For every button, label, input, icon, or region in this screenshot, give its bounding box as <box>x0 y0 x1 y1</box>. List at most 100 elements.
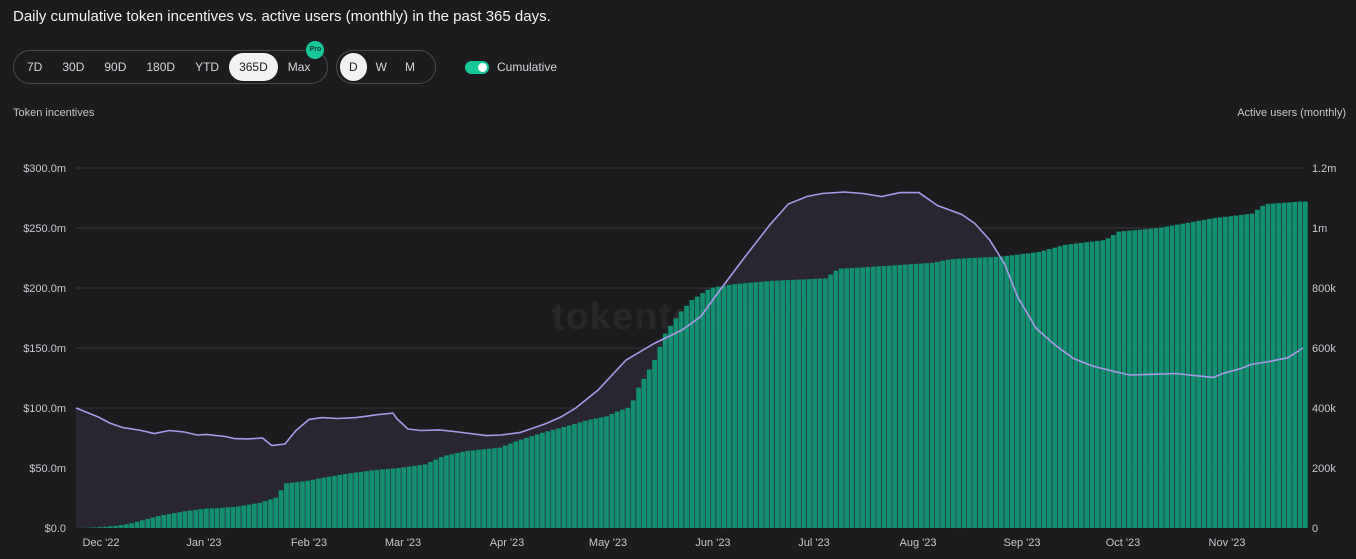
range-ytd[interactable]: YTD <box>195 60 220 74</box>
bar <box>726 284 732 528</box>
y2-tick-label: 1m <box>1312 223 1327 235</box>
bar <box>246 504 252 528</box>
bar <box>636 387 641 528</box>
bar <box>700 293 705 528</box>
bar <box>657 346 663 528</box>
range-90d[interactable]: 90D <box>104 60 127 74</box>
bar <box>764 281 769 528</box>
bar <box>993 256 999 528</box>
x-tick-label: Nov '23 <box>1209 537 1246 549</box>
bar <box>934 261 940 528</box>
bar <box>918 263 924 528</box>
bar <box>689 300 695 528</box>
bar <box>326 476 332 528</box>
bar <box>1233 215 1239 528</box>
bar <box>1260 205 1266 528</box>
granularity-w[interactable]: W <box>375 60 387 74</box>
bar <box>1105 238 1111 529</box>
bar <box>972 257 977 528</box>
bar <box>1249 213 1255 528</box>
bar <box>417 465 423 528</box>
bar <box>204 508 209 528</box>
cumulative-toggle[interactable]: Cumulative <box>465 60 557 74</box>
range-180d[interactable]: 180D <box>146 60 176 74</box>
bar <box>1116 231 1122 528</box>
y-tick-label: $100.0m <box>23 403 66 415</box>
bar <box>796 279 801 528</box>
toggle-switch-icon[interactable] <box>465 60 489 74</box>
bar <box>561 427 567 528</box>
range-365d[interactable]: 365D <box>229 53 278 81</box>
bar <box>390 468 396 528</box>
y-tick-label: $150.0m <box>23 343 66 355</box>
bar <box>1276 203 1282 528</box>
bar <box>145 518 151 528</box>
bar <box>620 409 625 528</box>
range-max[interactable]: Max Pro <box>278 41 325 81</box>
bar <box>822 278 828 528</box>
bar <box>801 279 807 528</box>
bar <box>785 280 791 528</box>
x-tick-label: Feb '23 <box>291 537 327 549</box>
bar <box>310 479 316 528</box>
y-tick-label: $250.0m <box>23 223 66 235</box>
bar <box>1271 203 1276 528</box>
bar <box>540 432 545 528</box>
bar <box>486 448 492 528</box>
bar <box>977 257 983 528</box>
bar <box>886 265 892 528</box>
bar <box>465 450 471 528</box>
bar <box>166 514 172 528</box>
bar <box>401 467 407 528</box>
bar <box>118 525 124 528</box>
bar <box>609 414 615 528</box>
bar <box>929 262 935 528</box>
bar <box>129 523 135 528</box>
y-tick-label: $50.0m <box>29 463 66 475</box>
bar <box>694 296 700 528</box>
bar <box>1009 255 1015 528</box>
bar <box>748 282 753 528</box>
bar <box>337 474 343 528</box>
bar <box>108 526 113 528</box>
bar <box>625 407 631 528</box>
bar <box>422 464 428 528</box>
bar <box>790 279 796 528</box>
bar <box>273 497 279 528</box>
bar <box>641 378 647 528</box>
bar <box>566 425 572 528</box>
bar <box>497 447 503 528</box>
y2-tick-label: 200k <box>1312 463 1336 475</box>
bar <box>652 360 657 528</box>
bar <box>572 424 577 528</box>
bar <box>668 325 673 528</box>
range-7d[interactable]: 7D <box>27 60 43 74</box>
granularity-m[interactable]: M <box>405 60 415 74</box>
bar <box>1073 243 1079 528</box>
bar <box>1196 220 1202 529</box>
bar <box>961 258 967 528</box>
bar <box>780 280 785 528</box>
bar <box>614 411 620 528</box>
bar <box>1148 228 1154 528</box>
bar <box>716 286 721 528</box>
chart-title: Daily cumulative token incentives vs. ac… <box>13 8 551 25</box>
bar <box>732 284 737 528</box>
bar <box>998 256 1004 528</box>
x-tick-label: Apr '23 <box>490 537 525 549</box>
bar <box>924 263 929 528</box>
bar <box>513 441 519 528</box>
granularity-d[interactable]: D <box>340 53 367 81</box>
bar <box>737 283 743 528</box>
bar <box>1100 240 1106 529</box>
time-range-selector: 7D 30D 90D 180D YTD 365D Max Pro <box>13 41 328 84</box>
x-tick-label: Jan '23 <box>186 537 221 549</box>
bar <box>1175 224 1180 528</box>
bar <box>598 417 604 528</box>
bar <box>806 279 812 528</box>
bar <box>348 473 353 528</box>
range-30d[interactable]: 30D <box>62 60 85 74</box>
bar <box>1239 214 1244 528</box>
